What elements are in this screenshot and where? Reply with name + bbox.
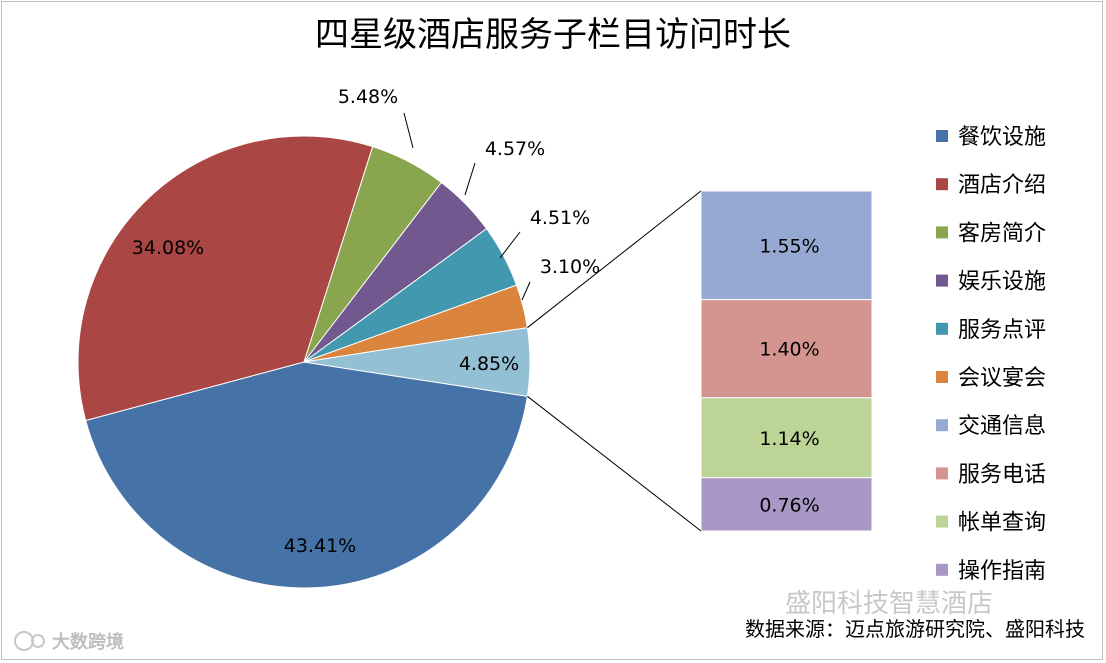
breakdown-segment (700, 397, 873, 479)
legend-swatch (936, 515, 948, 528)
legend-swatch (936, 130, 948, 142)
pie-slice (85, 361, 528, 589)
pie-slice (303, 327, 531, 397)
legend-entry: 服务电话 (958, 462, 1046, 487)
slice-data-label: 43.41% (284, 535, 356, 557)
chart-title: 四星级酒店服务子栏目访问时长 (315, 15, 791, 55)
leader-line (403, 112, 414, 149)
slice-data-label: 3.10% (540, 256, 600, 278)
leader-line (464, 162, 476, 196)
legend-entry: 交通信息 (958, 414, 1046, 439)
legend-swatch (936, 371, 948, 383)
slice-data-label: 34.08% (132, 237, 204, 259)
legend-entry: 酒店介绍 (958, 173, 1046, 198)
legend-swatch (936, 322, 948, 335)
breakdown-data-label: 1.40% (759, 339, 819, 361)
legend-entry: 操作指南 (958, 559, 1046, 584)
watermark-logo-icon (14, 631, 45, 651)
breakdown-segment (700, 299, 873, 399)
legend-swatch (936, 467, 948, 480)
connector-line (527, 395, 702, 532)
breakdown-data-label: 1.14% (759, 428, 819, 450)
legend-swatch (936, 563, 948, 576)
legend-entry: 客房简介 (958, 221, 1046, 246)
legend-entry: 娱乐设施 (958, 270, 1046, 295)
pie-group: 43.41% 34.08% 5.48% 4.57% 4.51% 3.10% 4.85% (77, 86, 600, 589)
breakdown-data-label: 0.76% (759, 494, 819, 516)
slice-data-label: 4.85% (459, 353, 519, 375)
pie-slice (77, 135, 374, 422)
leader-line (499, 231, 521, 259)
connector-line (527, 190, 702, 329)
legend-swatch (936, 178, 948, 191)
slice-data-label: 5.48% (338, 86, 398, 108)
legend-entry: 服务点评 (958, 318, 1046, 343)
legend-entry: 餐饮设施 (958, 125, 1046, 150)
legend-entry: 会议宴会 (958, 366, 1046, 391)
legend-swatch (936, 226, 948, 239)
breakdown-segment (700, 190, 873, 301)
source-note: 数据来源：迈点旅游研究院、盛阳科技 (745, 617, 1085, 641)
watermark-text: 盛阳科技智慧酒店 (785, 589, 993, 619)
leader-line (521, 281, 531, 301)
breakdown-bar-group: 1.55% 1.40% 1.14% 0.76% (527, 190, 873, 532)
slice-data-label: 4.51% (530, 207, 590, 229)
watermark-corner: 大数跨境 (52, 631, 124, 653)
legend-swatch (936, 419, 948, 432)
legend-swatch (936, 274, 948, 287)
slice-data-label: 4.57% (485, 138, 545, 160)
breakdown-segment (700, 477, 873, 532)
breakdown-data-label: 1.55% (759, 235, 819, 257)
legend-entry: 帐单查询 (958, 511, 1046, 536)
